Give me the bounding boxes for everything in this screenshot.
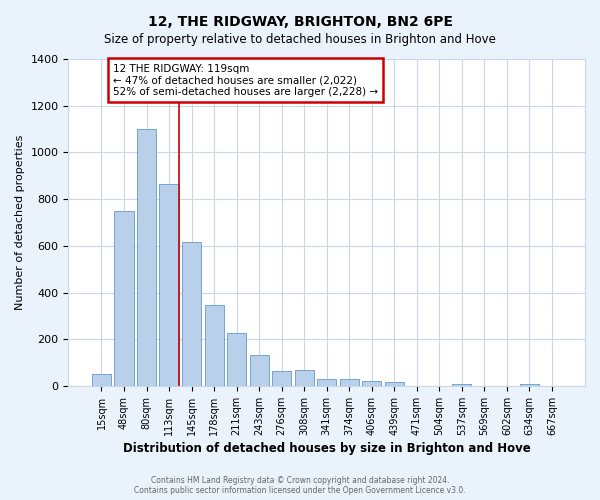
Bar (520, 384, 539, 386)
Text: Size of property relative to detached houses in Brighton and Hove: Size of property relative to detached ho… (104, 32, 496, 46)
Bar (227, 332, 246, 386)
Bar (115, 211, 134, 386)
Bar (250, 355, 269, 386)
Text: Contains HM Land Registry data © Crown copyright and database right 2024.
Contai: Contains HM Land Registry data © Crown c… (134, 476, 466, 495)
Bar (92, 374, 111, 386)
Bar (272, 372, 291, 386)
Bar (160, 184, 179, 386)
Bar (137, 129, 156, 386)
Y-axis label: Number of detached properties: Number of detached properties (15, 135, 25, 310)
Bar (295, 370, 314, 386)
Bar (452, 384, 472, 386)
Bar (205, 306, 224, 386)
Bar (340, 379, 359, 386)
Bar (362, 381, 382, 386)
Text: 12 THE RIDGWAY: 119sqm
← 47% of detached houses are smaller (2,022)
52% of semi-: 12 THE RIDGWAY: 119sqm ← 47% of detached… (113, 64, 378, 97)
Bar (182, 242, 201, 386)
Text: 12, THE RIDGWAY, BRIGHTON, BN2 6PE: 12, THE RIDGWAY, BRIGHTON, BN2 6PE (148, 15, 452, 29)
Bar (317, 379, 336, 386)
X-axis label: Distribution of detached houses by size in Brighton and Hove: Distribution of detached houses by size … (123, 442, 530, 455)
Bar (385, 382, 404, 386)
